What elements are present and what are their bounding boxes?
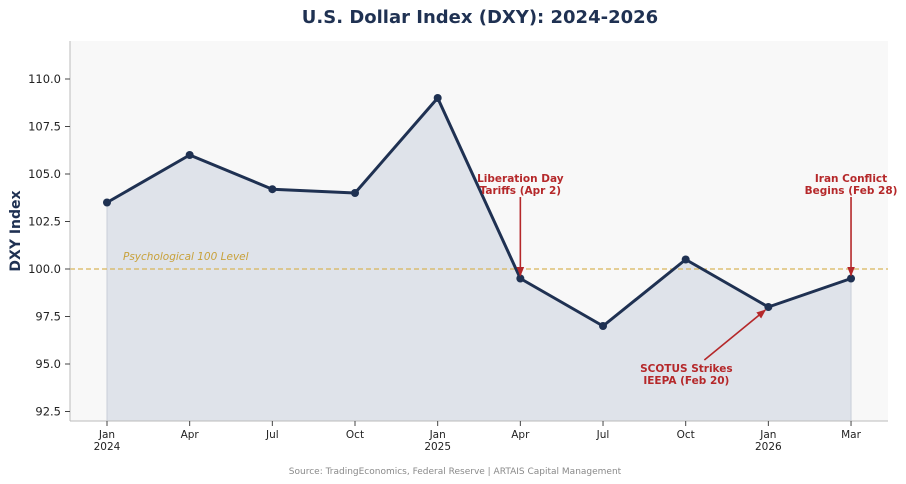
data-point bbox=[351, 189, 360, 197]
chart-title: U.S. Dollar Index (DXY): 2024-2026 bbox=[302, 7, 658, 28]
x-tick-label: Mar bbox=[841, 429, 861, 441]
data-point bbox=[764, 303, 773, 311]
annotation-label: Liberation Day bbox=[477, 173, 564, 185]
y-tick-label: 107.5 bbox=[28, 120, 61, 134]
y-tick-label: 110.0 bbox=[28, 72, 61, 86]
data-point bbox=[185, 151, 194, 159]
y-tick-label: 105.0 bbox=[28, 167, 61, 181]
annotation-label: Iran Conflict bbox=[815, 173, 887, 185]
x-tick-label: Jan bbox=[429, 429, 446, 441]
x-tick-label: Apr bbox=[511, 429, 530, 441]
annotation-arrow bbox=[703, 309, 767, 361]
x-tick-label: Apr bbox=[181, 429, 200, 441]
data-point bbox=[268, 185, 277, 194]
annotation-label: Tariffs (Apr 2) bbox=[480, 185, 561, 197]
data-point bbox=[599, 322, 608, 330]
x-tick-label: Oct bbox=[346, 429, 364, 441]
data-point bbox=[103, 198, 111, 207]
x-tick-label: Jan bbox=[98, 429, 115, 441]
data-point bbox=[433, 94, 442, 102]
annotation-label: SCOTUS Strikes bbox=[640, 363, 733, 375]
reference-label: Psychological 100 Level bbox=[123, 251, 249, 263]
annotation-label: IEEPA (Feb 20) bbox=[643, 375, 729, 387]
y-tick-label: 92.5 bbox=[35, 405, 61, 419]
y-axis-label: DXY Index bbox=[8, 190, 24, 271]
x-tick-label: Jan bbox=[759, 429, 776, 441]
data-point bbox=[516, 274, 525, 283]
source-note: Source: TradingEconomics, Federal Reserv… bbox=[289, 467, 622, 477]
annotation-label: Begins (Feb 28) bbox=[805, 185, 898, 197]
y-tick-label: 100.0 bbox=[28, 262, 61, 276]
series-line bbox=[105, 96, 853, 328]
x-tick-year-label: 2026 bbox=[755, 441, 782, 453]
x-tick-label: Jul bbox=[265, 429, 279, 441]
x-tick-label: Oct bbox=[677, 429, 695, 441]
x-tick-label: Jul bbox=[596, 429, 610, 441]
y-tick-label: 95.0 bbox=[35, 357, 61, 371]
area-fill bbox=[107, 98, 852, 421]
x-tick-year-label: 2025 bbox=[424, 441, 451, 453]
data-point bbox=[681, 255, 690, 264]
y-tick-label: 97.5 bbox=[35, 310, 61, 324]
x-tick-year-label: 2024 bbox=[94, 441, 121, 453]
data-point bbox=[847, 274, 856, 283]
y-tick-label: 102.5 bbox=[28, 215, 61, 229]
